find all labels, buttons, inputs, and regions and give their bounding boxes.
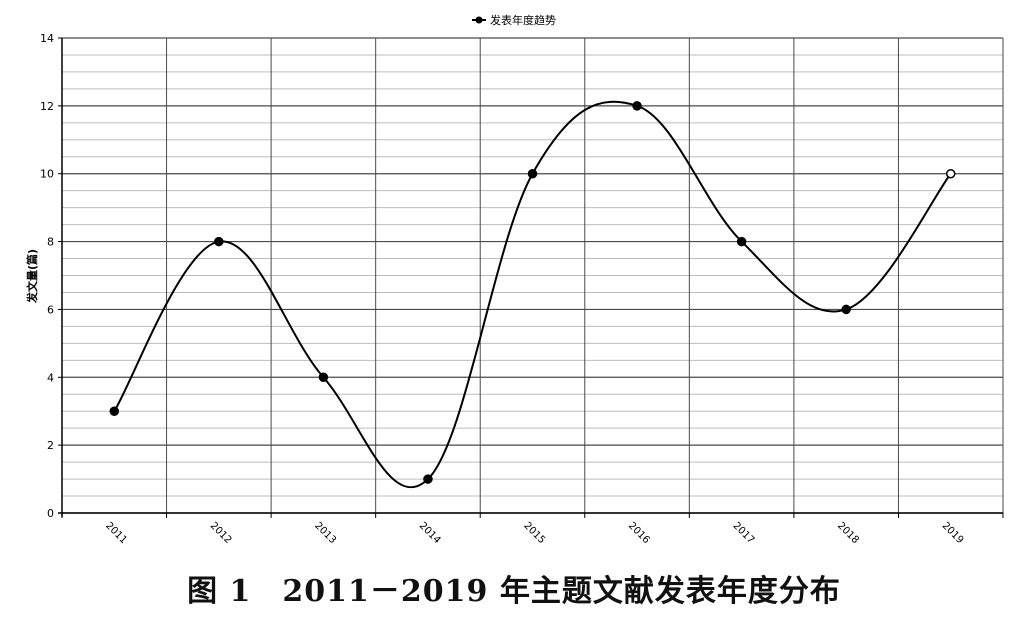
y-tick-label: 2	[47, 439, 54, 452]
data-point	[318, 372, 329, 383]
y-tick-labels: 0 2 4 6 8 10 12 14	[40, 32, 62, 520]
y-tick-label: 12	[40, 100, 54, 113]
legend-marker	[475, 16, 483, 24]
legend-label: 发表年度趋势	[490, 13, 556, 27]
data-point	[945, 168, 956, 179]
y-tick-label: 14	[40, 32, 54, 45]
figure-caption: 图 1 2011－2019 年主题文献发表年度分布	[187, 574, 841, 609]
x-tick-label: 2019	[940, 520, 966, 546]
x-tick-label: 2015	[521, 520, 547, 546]
y-tick-label: 10	[40, 168, 54, 181]
y-axis-label: 发文量(篇)	[25, 249, 39, 304]
x-tick-label: 2014	[417, 520, 443, 546]
y-tick-label: 0	[47, 507, 54, 520]
data-point	[423, 474, 433, 484]
axes	[58, 38, 1004, 518]
x-tick-label: 2016	[626, 520, 652, 546]
y-tick-label: 4	[47, 371, 54, 384]
y-tick-label: 8	[47, 236, 54, 249]
data-point	[632, 101, 642, 111]
x-tick-label: 2012	[208, 520, 234, 546]
series-line	[113, 100, 952, 489]
data-point	[214, 236, 224, 247]
legend: 发表年度趋势	[472, 13, 556, 27]
x-tick-label: 2013	[312, 520, 338, 546]
data-point	[109, 406, 120, 416]
data-point	[736, 236, 747, 247]
grid	[61, 37, 1004, 514]
data-point	[527, 168, 538, 179]
line-chart: 0 2 4 6 8 10 12 14 2011 2012 2013 2014 2015 2016 2017…	[25, 13, 1004, 546]
y-tick-label: 6	[47, 303, 54, 316]
x-tick-label: 2018	[835, 520, 861, 546]
data-points	[109, 101, 956, 484]
x-tick-labels: 2011 2012 2013 2014 2015 2016 2017 2018 2019	[103, 520, 965, 546]
data-point	[841, 304, 851, 315]
x-tick-label: 2011	[103, 520, 129, 546]
x-tick-label: 2017	[730, 520, 756, 546]
